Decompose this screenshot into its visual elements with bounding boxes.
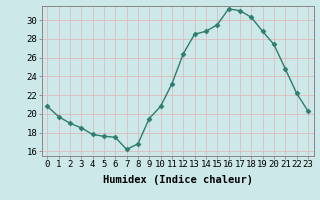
X-axis label: Humidex (Indice chaleur): Humidex (Indice chaleur) <box>103 175 252 185</box>
